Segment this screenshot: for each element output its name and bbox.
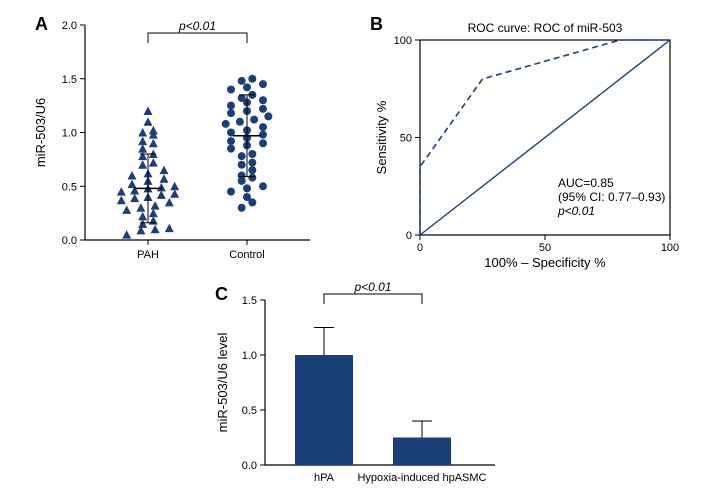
panel-a-point-circle [238,161,246,169]
panel-a-letter: A [35,14,48,34]
panel-a-point-triangle [151,225,160,234]
panel-a-point-circle [238,152,246,160]
panel-a-point-circle [243,83,251,91]
panel-a-point-circle [238,172,246,180]
panel-b-ytick: 100 [394,35,412,47]
panel-c-ytick: 1.0 [242,350,257,362]
panel-a-point-triangle [122,230,131,239]
panel-a-point-circle [227,102,235,110]
panel-a-point-circle [259,182,267,190]
panel-a-point-circle [248,150,256,158]
panel-c-ytick: 1.5 [242,295,257,307]
panel-b-xtick: 0 [417,242,423,254]
panel-a-point-triangle [138,152,147,161]
panel-a-point-triangle [160,174,169,183]
panel-a-point-circle [227,109,235,117]
panel-a-point-circle [227,188,235,196]
panel-a-point-triangle [138,160,147,169]
panel-a-point-circle [227,145,235,153]
panel-a-point-triangle [149,126,158,135]
panel-a-point-triangle [128,171,137,180]
panel-b-ytick: 50 [400,133,412,145]
panel-a-point-circle [248,166,256,174]
panel-c-ylabel: miR-503/U6 level [215,333,230,433]
panel-a-ytick: 2.0 [62,20,77,32]
panel-a-ytick: 0.0 [62,235,77,247]
panel-a-point-triangle [144,117,153,126]
panel-a-point-triangle [165,198,174,207]
panel-c-ytick: 0.5 [242,405,257,417]
panel-a-point-triangle [138,137,147,146]
panel-b-ytick: 0 [406,230,412,242]
panel-a-point-circle [248,174,256,182]
panel-b-letter: B [370,14,383,34]
panel-a-point-triangle [170,182,179,191]
panel-a-ytick: 0.5 [62,181,77,193]
panel-a-point-triangle [117,187,126,196]
panel-c-bar-label: hPA [314,472,335,484]
panel-a-point-circle [248,159,256,167]
panel-a-point-triangle [149,158,158,167]
panel-a-point-triangle [151,201,160,210]
panel-a-point-circle [264,112,272,120]
panel-a-point-triangle [128,180,137,189]
panel-c-bar [295,355,353,465]
panel-b-ci: (95% CI: 0.77–0.93) [558,190,665,204]
panel-a-point-triangle [157,190,166,199]
panel-c-pvalue: p<0.01 [353,280,391,294]
panel-a-point-triangle [149,209,158,218]
panel-a-point-circle [243,193,251,201]
panel-a-point-triangle [138,144,147,153]
panel-a-point-triangle [165,224,174,233]
panel-b-xlabel: 100% – Specificity % [484,255,606,270]
panel-b-auc: AUC=0.85 [558,176,614,190]
panel-a-point-triangle [170,189,179,198]
panel-b-title: ROC curve: ROC of miR-503 [468,21,623,35]
panel-a-ytick: 1.5 [62,74,77,86]
panel-a-point-triangle [138,219,147,228]
panel-a-point-circle [259,131,267,139]
panel-a-point-triangle [122,205,131,214]
panel-a-category: PAH [137,249,159,261]
panel-a-point-triangle [160,166,169,175]
panel-a-ytick: 1.0 [62,128,77,140]
panel-a-point-circle [259,96,267,104]
panel-c-letter: C [215,284,228,304]
panel-a-point-circle [259,105,267,113]
panel-a-point-circle [250,116,258,124]
panel-c-ytick: 0.0 [242,460,257,472]
panel-a-point-circle [259,80,267,88]
panel-b-p: p<0.01 [557,204,595,218]
panel-a-point-triangle [130,194,139,203]
panel-a-point-triangle [149,139,158,148]
panel-a-point-triangle [144,107,153,116]
figure-svg: A 0.0 0.5 1.0 1.5 2.0 miR-503/U6 PAH Control p<0.… [0,0,720,504]
panel-a-point-circle [248,75,256,83]
panel-b-diagonal [420,40,670,235]
panel-a-point-circle [227,137,235,145]
panel-a-category: Control [229,249,264,261]
panel-a-point-triangle [138,128,147,137]
panel-a-point-circle [259,139,267,147]
panel-c-bar-label: Hypoxia-induced hpASMC [357,472,486,484]
panel-a-point-circle [222,120,230,128]
panel-a-point-circle [259,123,267,131]
figure-container: { "panelA": { "letter": "A", "type": "sc… [0,0,720,504]
panel-c-bar [393,438,451,466]
panel-a-point-triangle [149,216,158,225]
panel-a-point-circle [238,204,246,212]
panel-a-ylabel: miR-503/U6 [33,98,48,167]
panel-a-point-triangle [138,212,147,221]
panel-a-point-circle [238,77,246,85]
panel-a-point-circle [227,86,235,94]
panel-a-point-triangle [136,203,145,212]
panel-a-point-triangle [117,196,126,205]
panel-a-point-circle [243,184,251,192]
panel-b-xtick: 100 [661,242,679,254]
panel-b-xtick: 50 [539,242,551,254]
panel-a-point-triangle [157,183,166,192]
panel-a-point-circle [236,118,244,126]
panel-a-pvalue: p<0.01 [178,19,216,33]
panel-b-ylabel: Sensitivity % [374,100,389,174]
